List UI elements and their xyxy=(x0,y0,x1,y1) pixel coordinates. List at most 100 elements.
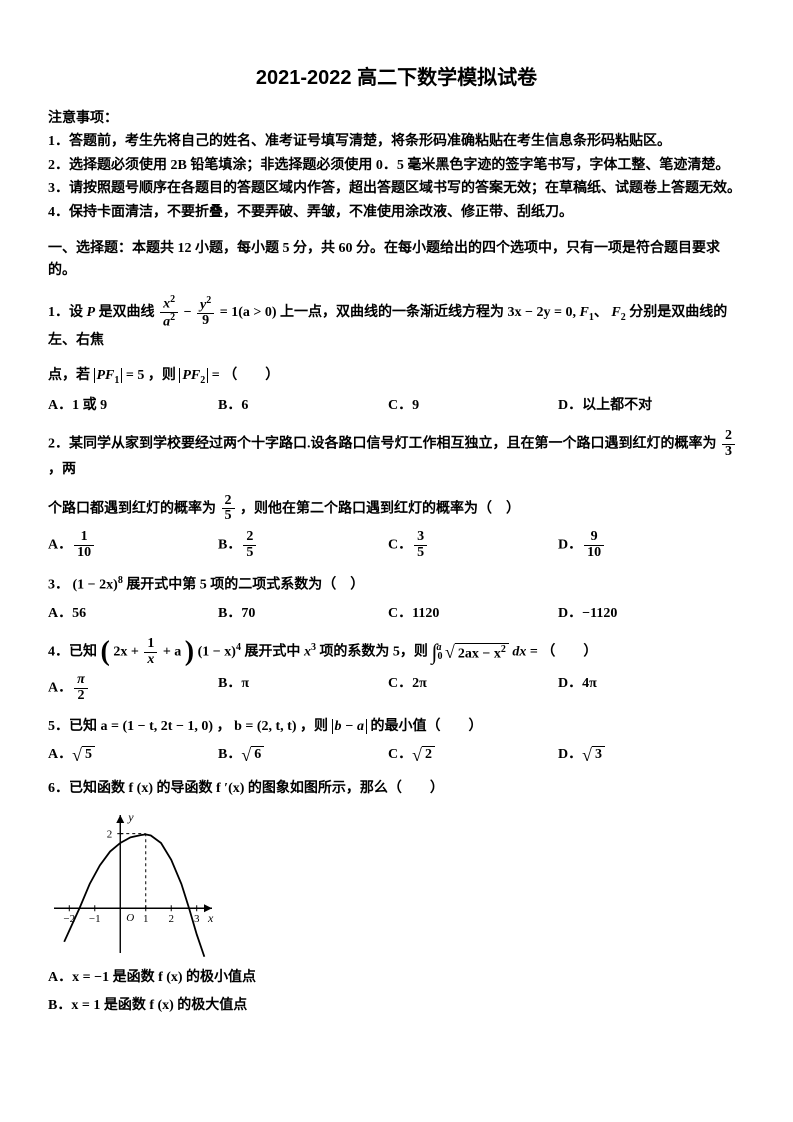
option-C: C．2π xyxy=(388,673,558,703)
option-A: A．110 xyxy=(48,530,218,560)
q2-p2: 25 xyxy=(222,494,235,524)
svg-text:1: 1 xyxy=(143,913,149,925)
question-1: 1．设 P 是双曲线 x2 a2 − y2 9 = 1(a > 0) 上一点，双… xyxy=(48,295,745,353)
asymptote: 3x − 2y = 0, xyxy=(508,305,576,320)
x3: x xyxy=(304,644,311,659)
option-A: A．√5 xyxy=(48,744,218,766)
q5-b: b = (2, t, t) xyxy=(234,719,296,734)
option-A: A．56 xyxy=(48,603,218,625)
var: x xyxy=(163,296,170,311)
pf2eq: = xyxy=(212,368,223,383)
comma: ，则 xyxy=(148,368,176,383)
option-C: C．1120 xyxy=(388,603,558,625)
rparen-icon: ) xyxy=(185,636,194,667)
instruction-line: 3．请按照题号顺序在各题目的答题区域内作答，超出答题区域书写的答案无效；在草稿纸… xyxy=(48,178,745,200)
q6-graph: −2−11232Oxy xyxy=(48,809,745,959)
q1-text: 上一点，双曲线的一条渐近线方程为 xyxy=(280,305,504,320)
option-B: B．6 xyxy=(218,395,388,417)
q2-text: 个路口都遇到红灯的概率为 xyxy=(48,501,216,516)
question-4: 4．已知 ( 2x + 1x + a ) (1 − x)4 展开式中 x3 项的… xyxy=(48,637,745,667)
eq: = 1(a > 0) xyxy=(220,305,277,320)
option-C: C．√2 xyxy=(388,744,558,766)
q3-options: A．56 B．70 C．1120 D．−1120 xyxy=(48,603,745,625)
option-C: C．9 xyxy=(388,395,558,417)
option-D: D．4π xyxy=(558,673,597,703)
pf2: PF2 xyxy=(179,368,208,383)
option-B: B．√6 xyxy=(218,744,388,766)
option-D: D．910 xyxy=(558,530,606,560)
q4-frac: 1x xyxy=(144,637,157,667)
q4-inner1: 2x + xyxy=(113,644,138,659)
option-B: B．70 xyxy=(218,603,388,625)
svg-text:3: 3 xyxy=(194,913,200,925)
question-3: 3． (1 − 2x)8 展开式中第 5 项的二项式系数为（ ） xyxy=(48,573,745,597)
q4-text: = （ ） xyxy=(530,644,597,659)
option-D: D．√3 xyxy=(558,744,605,766)
option-C: C．35 xyxy=(388,530,558,560)
svg-text:2: 2 xyxy=(168,913,174,925)
section-heading: 一、选择题：本题共 12 小题，每小题 5 分，共 60 分。在每小题给出的四个… xyxy=(48,238,745,283)
q2-p1: 23 xyxy=(722,429,735,459)
q3-text: 展开式中第 5 项的二项式系数为（ ） xyxy=(126,577,364,592)
q2-text: ，则他在第二个路口遇到红灯的概率为（ ） xyxy=(240,501,520,516)
q5-text: 的最小值（ ） xyxy=(371,719,483,734)
svg-text:y: y xyxy=(127,810,134,824)
q5-num: 5．已知 xyxy=(48,719,101,734)
q5-text: ，则 xyxy=(300,719,328,734)
option-D: D．以上都不对 xyxy=(558,395,652,417)
blank: （ ） xyxy=(223,368,279,383)
q4-factor: (1 − x) xyxy=(198,644,236,659)
pf1eq: = 5 xyxy=(126,368,144,383)
instructions-block: 注意事项： 1．答题前，考生先将自己的姓名、准考证号填写清楚，将条形码准确粘贴在… xyxy=(48,108,745,224)
q1-frac2: y2 9 xyxy=(197,296,214,329)
instructions-heading: 注意事项： xyxy=(48,108,745,130)
svg-text:−1: −1 xyxy=(89,913,101,925)
q1-options: A．1 或 9 B．6 C．9 D．以上都不对 xyxy=(48,395,745,417)
dx: dx xyxy=(512,644,526,659)
question-1-line2: 点，若 PF1 = 5 ，则 PF2 = （ ） xyxy=(48,365,745,389)
q5-a: a = (1 − t, 2t − 1, 0) xyxy=(101,719,214,734)
question-2-line2: 个路口都遇到红灯的概率为 25 ，则他在第二个路口遇到红灯的概率为（ ） xyxy=(48,494,745,524)
option-A: A．π2 xyxy=(48,673,218,703)
question-6: 6．已知函数 f (x) 的导函数 f ′(x) 的图象如图所示，那么（ ） xyxy=(48,778,745,800)
q4-options: A．π2 B．π C．2π D．4π xyxy=(48,673,745,703)
instruction-line: 1．答题前，考生先将自己的姓名、准考证号填写清楚，将条形码准确粘贴在考生信息条形… xyxy=(48,131,745,153)
instruction-line: 4．保持卡面清洁，不要折叠，不要弄破、弄皱，不准使用涂改液、修正带、刮纸刀。 xyxy=(48,202,745,224)
sqrt-icon: √2ax − x2 xyxy=(445,643,509,662)
q4-num: 4．已知 xyxy=(48,644,97,659)
q3-num: 3． xyxy=(48,577,69,592)
q4-pow: 4 xyxy=(236,642,241,653)
q2-text: 2．某同学从家到学校要经过两个十字路口.设各路口信号灯工作相互独立，且在第一个路… xyxy=(48,436,717,451)
q2-options: A．110 B．25 C．35 D．910 xyxy=(48,530,745,560)
q5-options: A．√5 B．√6 C．√2 D．√3 xyxy=(48,744,745,766)
minus: − xyxy=(184,305,195,320)
num: 9 xyxy=(202,313,209,328)
option-B: B．π xyxy=(218,673,388,703)
q3-expr: (1 − 2x) xyxy=(73,577,118,592)
option-A: A．x = −1 是函数 f (x) 的极小值点 xyxy=(48,967,745,989)
page-title: 2021-2022 高二下数学模拟试卷 xyxy=(48,62,745,94)
graph-svg: −2−11232Oxy xyxy=(48,809,218,959)
question-5: 5．已知 a = (1 − t, 2t − 1, 0) ， b = (2, t,… xyxy=(48,716,745,738)
q1-P: P xyxy=(87,305,96,320)
F2: F2 xyxy=(611,305,625,320)
q5-abs: b − a xyxy=(332,719,367,734)
option-B: B．x = 1 是函数 f (x) 的极大值点 xyxy=(48,995,745,1017)
x3pow: 3 xyxy=(311,642,316,653)
question-2: 2．某同学从家到学校要经过两个十字路口.设各路口信号灯工作相互独立，且在第一个路… xyxy=(48,429,745,482)
q1-text: 1．设 xyxy=(48,305,83,320)
option-B: B．25 xyxy=(218,530,388,560)
comma: ， xyxy=(217,719,231,734)
instruction-line: 2．选择题必须使用 2B 铅笔填涂；非选择题必须使用 0．5 毫米黑色字迹的签字… xyxy=(48,155,745,177)
pf1: PF1 xyxy=(94,368,123,383)
F1: F1 xyxy=(580,305,594,320)
q1-frac1: x2 a2 xyxy=(160,295,178,331)
q1-text: 是双曲线 xyxy=(99,305,155,320)
q1-text: 点，若 xyxy=(48,368,90,383)
q4-inner2: + a xyxy=(163,644,181,659)
q3-pow: 8 xyxy=(118,575,123,586)
svg-text:O: O xyxy=(126,912,134,924)
q4-text: 展开式中 xyxy=(244,644,300,659)
q2-text: ，两 xyxy=(48,462,76,477)
lparen-icon: ( xyxy=(101,636,110,667)
